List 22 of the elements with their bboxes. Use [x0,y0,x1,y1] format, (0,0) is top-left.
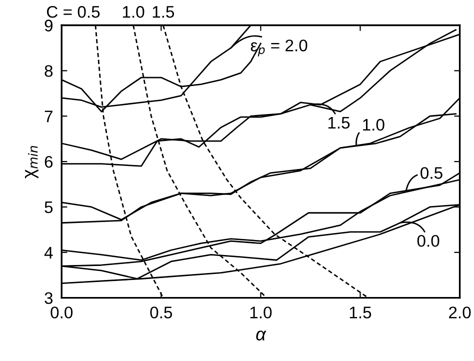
y-tick-label: 3 [44,292,53,304]
y-tick-label: 9 [44,20,52,32]
x-tick-label: 2.0 [449,306,471,318]
x-tick-label: 1.0 [250,306,272,318]
annotation: 1.0 [363,118,384,131]
annotation: 0.0 [417,234,440,247]
x-axis-title: α [256,330,266,341]
y-tick-label: 7 [44,110,52,122]
x-tick-label: 0.0 [50,306,73,318]
annotation: 1.5 [152,6,174,18]
y-tick-label: 8 [44,65,53,77]
annotation: 1.0 [122,6,144,18]
y-tick-label: 5 [44,202,53,214]
y-tick-label: 6 [44,156,53,168]
annotation: 0.5 [420,167,442,179]
y-axis-title: χ$_{min}$ [24,146,38,178]
x-tick-label: 0.5 [150,306,172,318]
y-tick-label: 4 [44,246,53,258]
annotation: 1.5 [328,117,350,129]
annotation: C = 0.5 [46,6,100,18]
annotation: ε$_{p}$ = 2.0 [250,40,308,56]
x-tick-label: 1.5 [350,306,372,318]
